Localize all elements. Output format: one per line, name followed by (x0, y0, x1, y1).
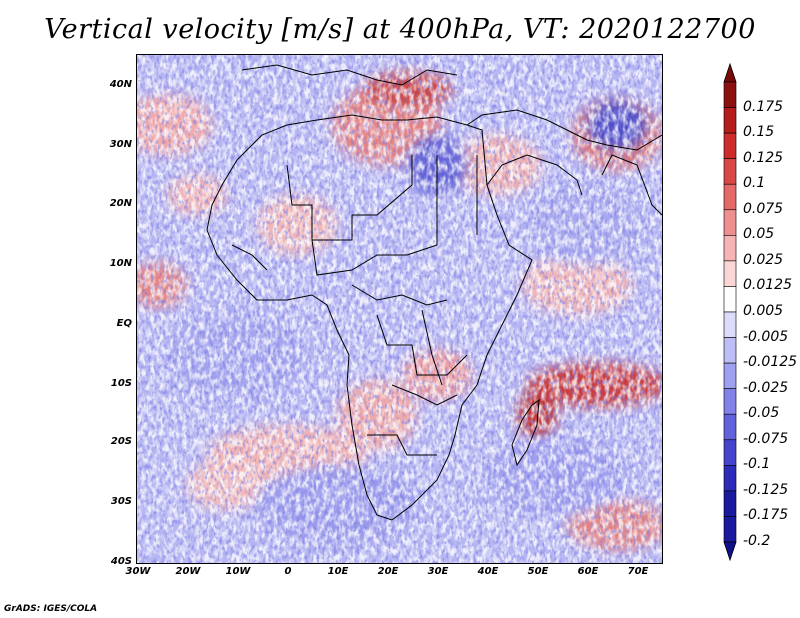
colorbar-swatch (723, 209, 737, 236)
lat-tick-label: 10N (109, 258, 132, 269)
lat-tick-label: EQ (116, 318, 132, 329)
lat-tick-label: 40N (109, 79, 132, 90)
map-title: Vertical velocity [m/s] at 400hPa, VT: 2… (44, 14, 756, 45)
lat-tick-label: 10S (110, 378, 132, 389)
colorbar-swatch (723, 311, 737, 338)
colorbar-level-label: 0.1 (743, 175, 766, 192)
colorbar-level-label: -0.0125 (743, 354, 798, 371)
lon-tick-label: 10W (225, 566, 251, 577)
lat-tick-label: 20S (110, 436, 132, 447)
colorbar-level-label: 0.15 (743, 124, 775, 141)
colorbar-swatch (723, 516, 737, 543)
lon-tick-label: 60E (577, 566, 599, 577)
colorbar-level-label: 0.025 (743, 251, 784, 268)
vertical-velocity-map (137, 55, 662, 563)
colorbar-level-label: -0.175 (743, 507, 789, 524)
colorbar-level-label: 0.0125 (743, 277, 792, 294)
lat-tick-label: 30S (110, 496, 132, 507)
colorbar-bottom-arrow (723, 541, 737, 562)
colorbar-swatch (723, 286, 737, 313)
colorbar-swatch (723, 465, 737, 492)
colorbar-level-label: -0.125 (743, 481, 789, 498)
lon-tick-label: 20E (377, 566, 399, 577)
lon-tick-label: 50E (527, 566, 549, 577)
colorbar-swatch (723, 81, 737, 108)
coastlines (206, 64, 662, 521)
lon-tick-label: 70E (627, 566, 649, 577)
colorbar-level-label: -0.2 (743, 533, 771, 549)
lon-tick-label: 20W (175, 566, 201, 577)
footer-credit: GrADS: IGES/COLA (4, 604, 98, 614)
colorbar-swatch (723, 158, 737, 185)
lon-tick-label: 0 (284, 566, 292, 577)
colorbar-level-label: 0.005 (743, 303, 784, 319)
colorbar-level-label: -0.025 (743, 379, 789, 396)
colorbar-top-arrow (723, 62, 737, 83)
lon-tick-label: 40E (477, 566, 499, 577)
colorbar-swatch (723, 183, 737, 211)
colorbar-swatch (723, 413, 737, 441)
colorbar-swatch (723, 235, 737, 262)
lon-tick-label: 10E (327, 566, 349, 577)
colorbar (723, 62, 737, 562)
colorbar-level-label: -0.075 (743, 430, 789, 447)
colorbar-level-label: -0.05 (743, 405, 780, 422)
colorbar-swatch (723, 490, 737, 517)
lat-tick-label: 40S (110, 556, 132, 567)
lon-tick-label: 30E (427, 566, 449, 577)
colorbar-swatch (723, 362, 737, 389)
colorbar-level-label: -0.1 (743, 456, 771, 473)
colorbar-level-label: 0.075 (743, 200, 784, 217)
colorbar-level-label: 0.05 (743, 226, 775, 243)
colorbar-swatch (723, 337, 737, 364)
colorbar-swatch (723, 260, 737, 287)
colorbar-level-label: 0.125 (743, 149, 784, 166)
lon-tick-label: 30W (125, 566, 151, 577)
lat-tick-label: 30N (109, 139, 132, 150)
colorbar-swatch (723, 439, 737, 466)
colorbar-level-label: 0.175 (743, 98, 784, 115)
map-plot-area (136, 54, 663, 564)
colorbar-level-label: -0.005 (743, 328, 789, 345)
lat-tick-label: 20N (109, 198, 132, 209)
colorbar-swatch (723, 107, 737, 134)
colorbar-swatch (723, 132, 737, 159)
colorbar-swatch (723, 388, 737, 415)
